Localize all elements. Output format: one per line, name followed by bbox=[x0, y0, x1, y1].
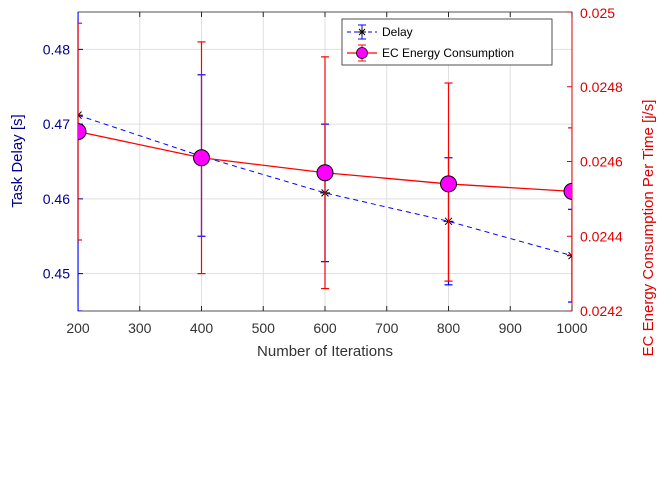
asterisk-stroke bbox=[78, 114, 82, 120]
right-y-tick-label: 0.0244 bbox=[580, 228, 623, 244]
legend-item-ec-energy: EC Energy Consumption bbox=[347, 44, 514, 62]
legend-ec-circle-marker bbox=[356, 47, 368, 59]
ec-energy-point bbox=[563, 182, 572, 200]
legend-box bbox=[341, 18, 553, 66]
legend-label-delay: Delay bbox=[382, 25, 413, 39]
left-y-tick-label: 0.45 bbox=[43, 266, 70, 282]
delay-point bbox=[78, 110, 83, 121]
right-y-tick-label: 0.0242 bbox=[580, 303, 623, 319]
delay-point bbox=[567, 250, 572, 261]
asterisk-stroke bbox=[568, 251, 572, 257]
right-y-tick-label: 0.0248 bbox=[580, 79, 623, 95]
left-y-axis-label: Task Delay [s] bbox=[9, 114, 26, 207]
x-tick-label: 500 bbox=[252, 320, 276, 336]
ec-energy-point bbox=[316, 164, 334, 182]
x-tick-label: 300 bbox=[128, 320, 152, 336]
x-tick-label: 800 bbox=[437, 320, 461, 336]
x-tick-label: 1000 bbox=[556, 320, 587, 336]
series-layer bbox=[78, 12, 572, 311]
x-tick-label: 600 bbox=[313, 320, 337, 336]
ec-energy-point bbox=[193, 149, 210, 167]
legend-delay-asterisk-marker bbox=[358, 28, 366, 36]
legend-label-ec-energy: EC Energy Consumption bbox=[382, 46, 514, 60]
asterisk-stroke bbox=[78, 111, 82, 116]
tick-labels: 200 300 400 500 600 700 800 900 1000 0.45 0.46 0.47… bbox=[43, 5, 623, 336]
right-y-tick-label: 0.0246 bbox=[580, 154, 623, 170]
ec-energy-point bbox=[78, 123, 87, 141]
x-tick-label: 400 bbox=[190, 320, 214, 336]
legend: Delay EC Energy Consumption bbox=[341, 18, 553, 66]
left-y-tick-label: 0.47 bbox=[43, 116, 70, 132]
ec-energy-point bbox=[440, 175, 457, 193]
legend-item-delay: Delay bbox=[347, 24, 413, 40]
asterisk-stroke bbox=[568, 254, 572, 260]
right-y-axis-label: EC Energy Consumption Per Time [j/s] bbox=[640, 100, 657, 357]
x-tick-label: 700 bbox=[375, 320, 399, 336]
x-axis-label: Number of Iterations bbox=[257, 343, 393, 360]
left-y-tick-label: 0.46 bbox=[43, 191, 70, 207]
x-tick-label: 900 bbox=[499, 320, 523, 336]
ec-energy-series bbox=[78, 22, 572, 290]
right-y-tick-label: 0.025 bbox=[580, 5, 615, 21]
x-tick-label: 200 bbox=[66, 320, 90, 336]
left-y-tick-label: 0.48 bbox=[43, 41, 70, 57]
